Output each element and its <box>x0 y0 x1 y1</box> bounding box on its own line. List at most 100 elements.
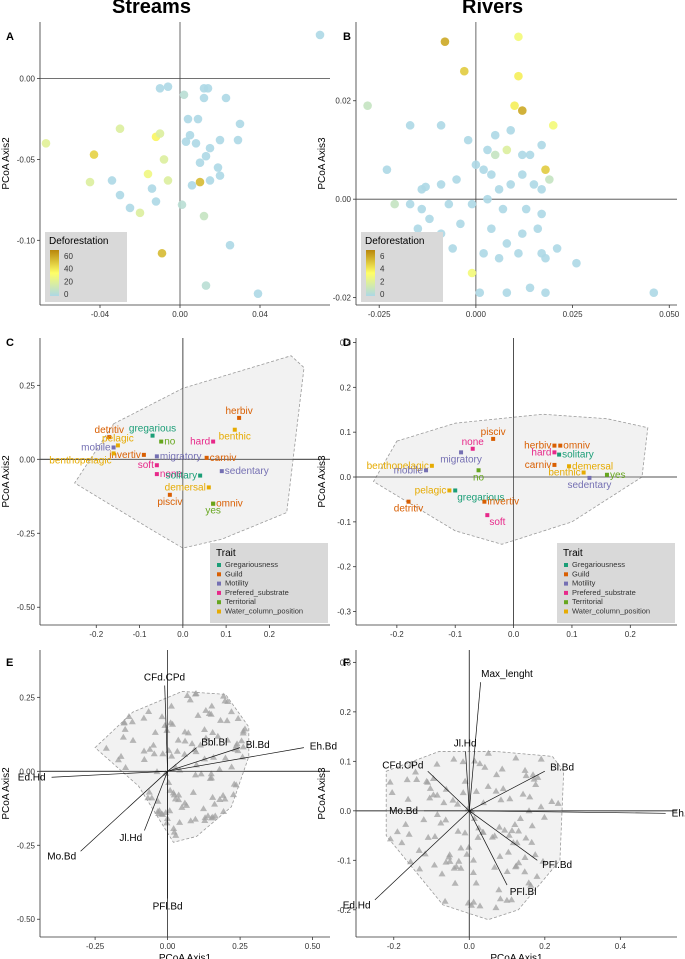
convex-hull <box>372 413 649 545</box>
species-triangle <box>433 760 441 767</box>
species-triangle <box>158 713 166 720</box>
site-point <box>541 288 550 297</box>
species-triangle <box>398 839 406 846</box>
legend-key <box>564 609 568 614</box>
species-triangle <box>412 768 420 775</box>
species-triangle <box>426 794 434 801</box>
species-triangle <box>453 800 461 807</box>
species-triangle <box>186 696 194 703</box>
trait-label-sedentary: sedentary <box>567 480 611 491</box>
trait-label-none: none <box>462 437 485 448</box>
legend-entry: Gregariousness <box>572 560 625 569</box>
site-point <box>179 90 189 100</box>
species-triangle <box>210 753 218 760</box>
trait-label-solitary: solitary <box>562 450 594 461</box>
site-point <box>463 135 473 145</box>
y-tick-label: 0.00 <box>19 455 35 464</box>
species-triangle <box>402 820 410 827</box>
species-triangle <box>232 742 240 749</box>
species-triangle <box>204 812 212 819</box>
site-point <box>487 170 496 179</box>
legend-entry: Water_column_position <box>572 607 650 616</box>
species-triangle <box>476 760 484 767</box>
trait-label-soft: soft <box>489 517 505 528</box>
convex-hull <box>94 691 250 843</box>
species-triangle <box>169 789 177 796</box>
species-triangle <box>430 861 438 868</box>
trait-label-no: no <box>473 472 485 483</box>
trait-point <box>115 443 120 448</box>
species-triangle <box>230 791 238 798</box>
site-point <box>413 224 423 234</box>
trait-label-carniv: carniv <box>525 460 552 471</box>
legend-tick-label: 0 <box>380 290 385 299</box>
site-point <box>185 130 195 140</box>
site-point <box>537 140 546 150</box>
panel-f: F -0.2 0.0 0.2 0.4 0.3 0.2 0.1 0.0 -0.1 -0.2 PCoA A… <box>317 650 685 959</box>
site-point <box>490 150 500 160</box>
species-triangle <box>537 803 545 810</box>
site-point <box>521 204 531 214</box>
legend-trait: TraitGregariousnessGuildMotilityPrefered… <box>210 543 328 623</box>
site-point <box>143 169 153 179</box>
legend-tick-label: 6 <box>380 252 385 261</box>
legend-entry: Prefered_substrate <box>572 588 636 597</box>
species-triangle <box>216 765 224 772</box>
column-title-streams: Streams <box>112 0 191 18</box>
x-tick-label: 0.0 <box>464 942 476 951</box>
species-triangle <box>178 803 186 810</box>
site-point <box>525 150 535 160</box>
column-title-rivers: Rivers <box>462 0 524 18</box>
species-triangle <box>187 817 195 824</box>
trait-label-mobile: mobile <box>81 442 111 453</box>
legend-key <box>217 581 221 586</box>
species-triangle <box>403 776 411 783</box>
vector-label-Jl.Hd: Jl.Hd <box>119 833 142 844</box>
trait-point <box>219 469 224 474</box>
legend-deforestation: Deforestation 6 4 2 0 <box>361 232 443 302</box>
species-triangle <box>522 834 530 841</box>
legend-tick-label: 20 <box>64 277 73 286</box>
site-point <box>107 176 117 185</box>
trait-label-invertiv: invertiv <box>109 450 141 461</box>
species-triangle <box>457 864 465 871</box>
y-axis-title: PCoA Axis2 <box>1 455 12 508</box>
x-tick-label: 0.1 <box>566 630 578 639</box>
site-point <box>199 93 209 103</box>
site-point <box>213 163 223 172</box>
site-point <box>444 199 454 209</box>
trait-label-benthopelagic: benthopelagic <box>367 461 429 472</box>
trait-point <box>604 472 609 477</box>
species-triangle <box>531 851 539 858</box>
site-point <box>483 194 492 204</box>
site-point <box>193 114 203 124</box>
legend-background <box>210 543 328 623</box>
site-point <box>479 165 488 174</box>
species-triangle <box>459 758 467 765</box>
site-point <box>552 244 562 253</box>
species-triangle <box>167 719 175 726</box>
legend-key <box>217 590 221 595</box>
panel-letter: C <box>6 337 14 349</box>
site-point <box>649 288 659 297</box>
species-triangle <box>234 747 242 754</box>
y-tick-label: 0.0 <box>340 807 352 816</box>
convex-hull <box>74 355 305 549</box>
site-point <box>187 181 197 190</box>
x-axis-title: PCoA Axis1 <box>490 953 543 959</box>
species-triangle <box>117 752 125 759</box>
x-tick-label: 0.2 <box>264 630 276 639</box>
site-point <box>490 130 500 140</box>
site-point <box>155 129 165 138</box>
species-triangle <box>467 901 475 908</box>
vector-Bl.Bd <box>167 747 241 772</box>
species-triangle <box>505 831 513 838</box>
species-triangle <box>202 734 210 741</box>
species-triangle <box>214 732 222 739</box>
site-point <box>405 199 415 209</box>
trait-label-none: none <box>160 469 183 480</box>
site-point <box>235 119 245 129</box>
x-tick-label: 0.00 <box>160 942 176 951</box>
legend-key <box>217 563 221 567</box>
y-tick-label: 0.25 <box>19 381 35 390</box>
